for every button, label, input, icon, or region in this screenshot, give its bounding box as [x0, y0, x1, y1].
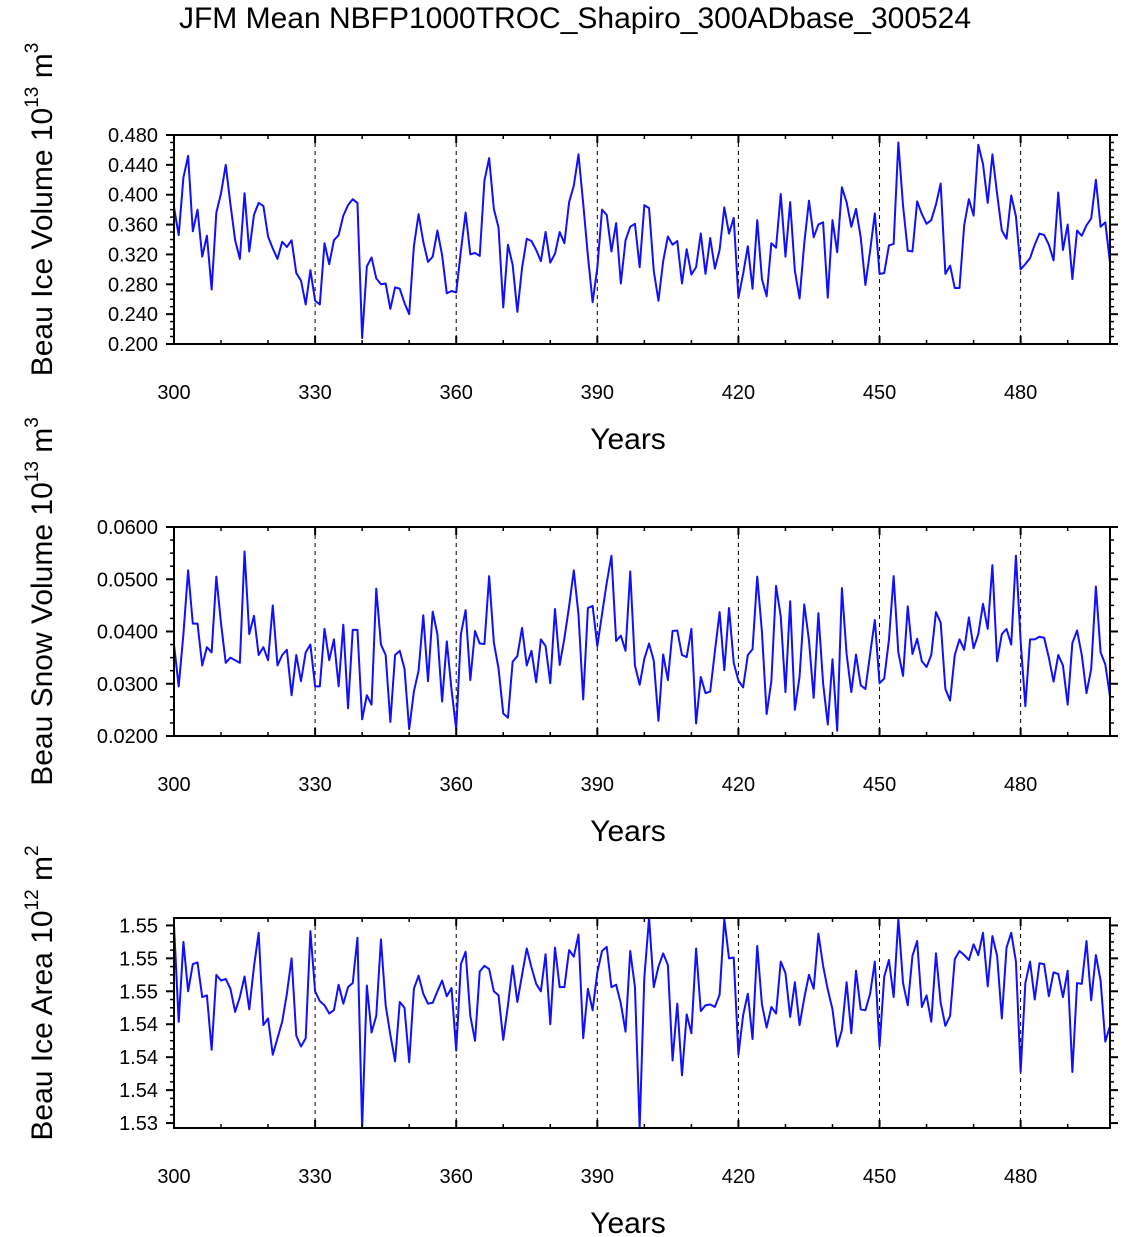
- chart-panel-snow-volume: 300 330 360 390 420 450 480 0.0200 0.0300 0.0400 0…: [22, 417, 1118, 848]
- y-axis-title-unit-exponent: 3: [22, 417, 43, 428]
- y-tick-label: 0.0500: [97, 569, 158, 591]
- y-axis-title-text: Beau Ice Volume 10: [26, 108, 59, 377]
- x-tick-label: 300: [157, 1166, 190, 1188]
- x-tick-label: 390: [581, 382, 614, 404]
- y-axis-title-unit: m: [26, 428, 59, 461]
- x-tick-label: 360: [440, 382, 473, 404]
- y-tick-label: 0.440: [108, 155, 158, 177]
- x-tick-label: 450: [863, 382, 896, 404]
- y-axis-title-text: Beau Ice Area 10: [26, 910, 59, 1140]
- chart-panel-ice-volume: 300 330 360 390 420 450 480 0.200 0.240 0.280 0.32…: [22, 43, 1118, 456]
- x-tick-label: 450: [863, 1166, 896, 1188]
- page-title: JFM Mean NBFP1000TROC_Shapiro_300ADbase_…: [178, 2, 972, 35]
- y-tick-label: 1.54: [119, 1047, 158, 1069]
- y-tick-label: 1.54: [119, 1014, 158, 1036]
- y-axis-title: Beau Ice Volume 1013 m3: [22, 43, 59, 377]
- y-tick-label: 0.0300: [97, 674, 158, 696]
- y-tick-label: 0.320: [108, 244, 158, 266]
- x-tick-label: 330: [298, 382, 331, 404]
- plot-frame: [173, 526, 1111, 737]
- chart-panel-ice-area: 300 330 360 390 420 450 480 1.53 1.54 1.54 1.54 1.5…: [22, 845, 1118, 1237]
- y-axis-title-exponent: 12: [22, 889, 43, 910]
- y-axis-title-unit-exponent: 2: [22, 845, 43, 856]
- y-tick-label: 0.480: [108, 125, 158, 147]
- y-tick-label: 1.53: [119, 1113, 158, 1135]
- y-axis-title-unit-exponent: 3: [22, 43, 43, 54]
- y-axis-title-text: Beau Snow Volume 10: [26, 482, 59, 786]
- x-tick-label: 480: [1004, 1166, 1037, 1188]
- x-tick-label: 390: [581, 774, 614, 796]
- x-tick-label: 480: [1004, 382, 1037, 404]
- y-tick-label: 0.0400: [97, 622, 158, 644]
- x-axis-title: Years: [590, 423, 666, 456]
- x-tick-label: 360: [440, 1166, 473, 1188]
- y-tick-label: 0.0600: [97, 517, 158, 539]
- y-axis-title-unit: m: [26, 856, 59, 889]
- x-tick-label: 420: [722, 382, 755, 404]
- x-axis-title: Years: [590, 1207, 666, 1237]
- x-tick-label: 330: [298, 1166, 331, 1188]
- y-tick-label: 0.400: [108, 185, 158, 207]
- y-axis-title: Beau Ice Area 1012 m2: [22, 845, 59, 1140]
- y-tick-label: 1.55: [119, 981, 158, 1003]
- x-tick-label: 420: [722, 774, 755, 796]
- x-tick-label: 300: [157, 382, 190, 404]
- x-tick-label: 330: [298, 774, 331, 796]
- y-tick-label: 1.55: [119, 915, 158, 937]
- y-tick-label: 0.200: [108, 334, 158, 356]
- x-tick-label: 450: [863, 774, 896, 796]
- y-tick-label: 0.280: [108, 274, 158, 296]
- x-tick-label: 300: [157, 774, 190, 796]
- y-tick-label: 1.55: [119, 948, 158, 970]
- y-axis-title-exponent: 13: [22, 461, 43, 482]
- x-tick-label: 480: [1004, 774, 1037, 796]
- y-tick-label: 0.360: [108, 215, 158, 237]
- x-tick-label: 390: [581, 1166, 614, 1188]
- x-tick-label: 420: [722, 1166, 755, 1188]
- x-tick-label: 360: [440, 774, 473, 796]
- y-axis-title: Beau Snow Volume 1013 m3: [22, 417, 59, 786]
- x-axis-title: Years: [590, 815, 666, 848]
- data-series-line: [173, 917, 1111, 1129]
- plot-frame: [173, 917, 1111, 1129]
- y-tick-label: 1.54: [119, 1080, 158, 1102]
- y-axis-title-exponent: 13: [22, 87, 43, 108]
- y-tick-label: 0.240: [108, 304, 158, 326]
- y-axis-title-unit: m: [26, 53, 59, 86]
- y-tick-label: 0.0200: [97, 726, 158, 748]
- data-series-line: [173, 550, 1111, 732]
- data-series-line: [173, 141, 1111, 340]
